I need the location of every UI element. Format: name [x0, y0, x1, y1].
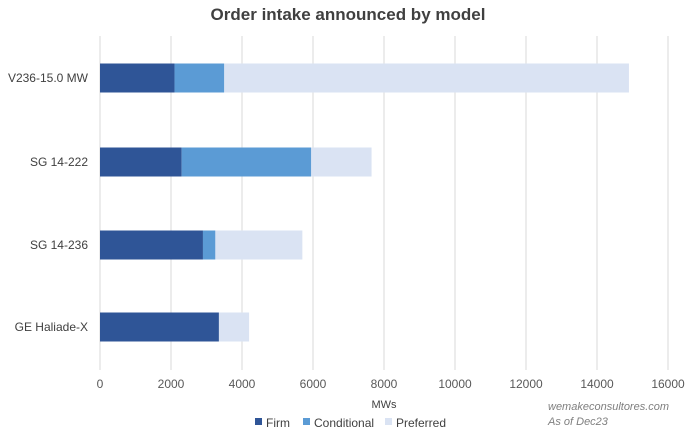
- category-label: SG 14-236: [30, 238, 88, 252]
- x-tick-label: 16000: [651, 377, 685, 391]
- bars: [100, 63, 629, 342]
- bar-preferred-0: [224, 63, 629, 93]
- bar-conditional-2: [202, 230, 216, 260]
- x-tick-label: 10000: [438, 377, 472, 391]
- chart-title: Order intake announced by model: [211, 5, 486, 24]
- bar-preferred-3: [218, 312, 250, 342]
- x-tick-label: 14000: [580, 377, 614, 391]
- bar-conditional-1: [181, 147, 312, 177]
- legend-swatch-firm: [255, 418, 262, 425]
- legend-label-preferred: Preferred: [396, 416, 446, 430]
- x-tick-labels: 0 2000 4000 6000 8000 10000 12000 14000 16000: [97, 377, 685, 391]
- category-label: GE Haliade-X: [15, 320, 88, 334]
- x-tick-label: 12000: [509, 377, 543, 391]
- bar-preferred-1: [311, 147, 372, 177]
- x-tick-label: 2000: [158, 377, 185, 391]
- date-annotation: As of Dec23: [547, 416, 609, 428]
- category-label: V236-15.0 MW: [8, 71, 89, 85]
- x-axis-title: MWs: [371, 399, 397, 411]
- bar-conditional-0: [174, 63, 225, 93]
- website-annotation: wemakeconsultores.com: [548, 401, 669, 413]
- bar-firm-2: [100, 230, 203, 260]
- bar-firm-1: [100, 147, 182, 177]
- legend-label-conditional: Conditional: [314, 416, 374, 430]
- x-tick-label: 8000: [371, 377, 398, 391]
- bar-preferred-2: [215, 230, 303, 260]
- bar-firm-3: [100, 312, 219, 342]
- x-tick-label: 0: [97, 377, 104, 391]
- legend-label-firm: Firm: [266, 416, 290, 430]
- legend: Firm Conditional Preferred: [255, 416, 446, 430]
- x-tick-label: 6000: [300, 377, 327, 391]
- legend-swatch-preferred: [385, 418, 392, 425]
- category-labels: V236-15.0 MW SG 14-222 SG 14-236 GE Haliade…: [8, 71, 89, 334]
- bar-firm-0: [100, 63, 175, 93]
- category-label: SG 14-222: [30, 155, 88, 169]
- legend-swatch-conditional: [303, 418, 310, 425]
- x-tick-label: 4000: [229, 377, 256, 391]
